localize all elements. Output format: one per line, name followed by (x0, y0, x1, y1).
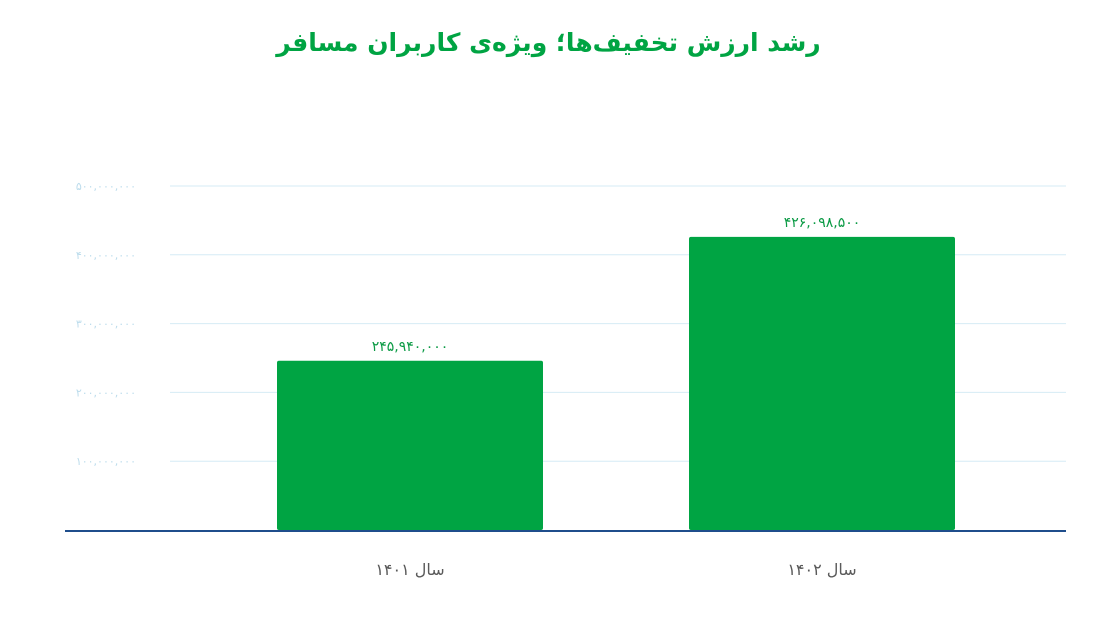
category-labels: سال ۱۴۰۱ سال ۱۴۰۲ (375, 560, 856, 579)
y-tick-label: ۱۰۰,۰۰۰,۰۰۰ (76, 455, 136, 468)
y-tick-label: ۲۰۰,۰۰۰,۰۰۰ (76, 386, 136, 399)
bar (689, 236, 955, 530)
bars (277, 236, 955, 530)
x-category-label: سال ۱۴۰۲ (787, 560, 856, 579)
value-labels: ۲۴۵,۹۴۰,۰۰۰ ۴۲۶,۰۹۸,۵۰۰ (372, 215, 861, 355)
y-tick-label: ۳۰۰,۰۰۰,۰۰۰ (76, 318, 136, 331)
x-category-label: سال ۱۴۰۱ (375, 560, 444, 579)
y-tick-label: ۴۰۰,۰۰۰,۰۰۰ (76, 249, 136, 262)
y-axis-ticks: ۱۰۰,۰۰۰,۰۰۰ ۲۰۰,۰۰۰,۰۰۰ ۳۰۰,۰۰۰,۰۰۰ ۴۰۰,۰۰۰… (76, 180, 136, 468)
bar-value-label: ۴۲۶,۰۹۸,۵۰۰ (784, 215, 861, 231)
y-tick-label: ۵۰۰,۰۰۰,۰۰۰ (76, 180, 136, 193)
bar-value-label: ۲۴۵,۹۴۰,۰۰۰ (372, 339, 449, 355)
bar (277, 360, 543, 530)
chart-title: رشد ارزش تخفیف‌ها؛ ویژه‌ی کاربران مسافر (276, 28, 821, 57)
